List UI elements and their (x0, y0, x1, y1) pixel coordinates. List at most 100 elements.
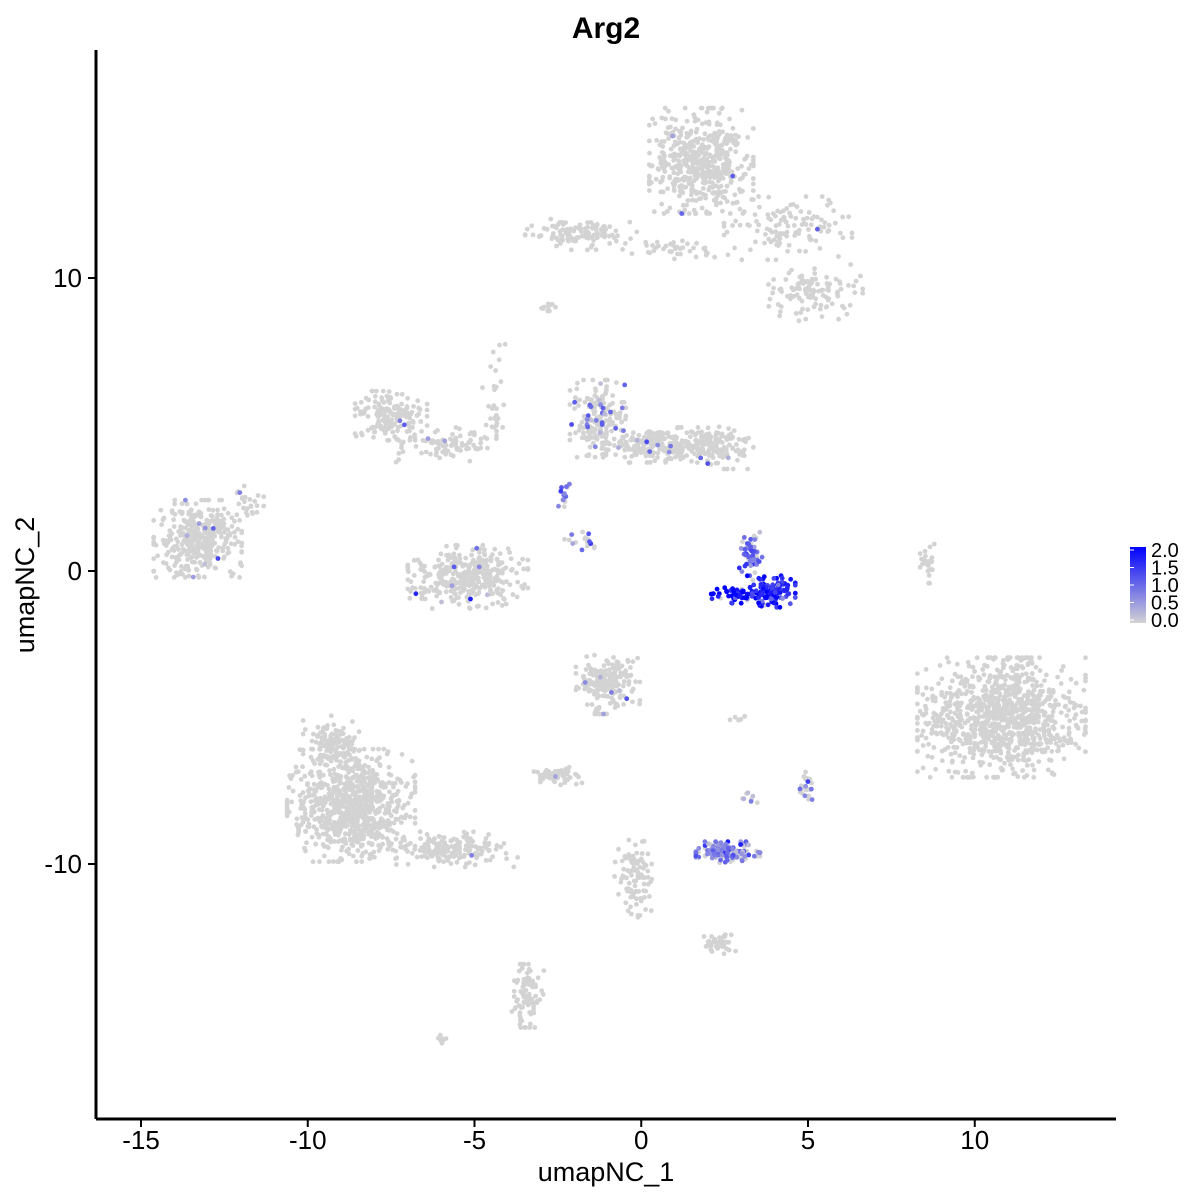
cell-point (557, 237, 563, 243)
cell-point (628, 665, 633, 670)
cell-point (592, 711, 598, 717)
cell-point (386, 389, 392, 394)
cell-point (667, 175, 673, 181)
cell-point (640, 839, 645, 844)
cell-point (339, 794, 345, 799)
cell-point (1002, 712, 1008, 718)
cell-point (177, 528, 183, 534)
cell-point (537, 233, 543, 239)
cell-point (802, 287, 808, 293)
cell-point (218, 518, 223, 524)
cell-point (367, 852, 373, 857)
cell-point (185, 522, 191, 528)
cell-point (350, 768, 356, 774)
cell-point (666, 108, 671, 114)
cell-point (1083, 655, 1088, 661)
cell-point (662, 169, 668, 174)
cell-point (391, 784, 396, 790)
cell-point (944, 655, 950, 661)
cell-point (596, 706, 602, 711)
cell-point (179, 509, 185, 515)
cell-point (412, 846, 418, 852)
cell-point (1068, 676, 1074, 682)
cell-point (603, 450, 609, 456)
cell-point (206, 507, 212, 512)
cell-point (724, 229, 730, 235)
cell-point (970, 674, 975, 680)
cell-point (388, 772, 394, 778)
cell-point (820, 287, 826, 293)
cell-point (377, 798, 382, 804)
cell-point (729, 178, 734, 184)
cell-point (777, 313, 782, 319)
cell-point (812, 266, 817, 272)
cell-point (189, 516, 195, 521)
cell-point (1015, 663, 1021, 669)
cell-point (376, 746, 381, 752)
cell-point (1037, 688, 1043, 694)
cell-point (774, 233, 780, 239)
cell-point (925, 753, 931, 759)
cell-point (752, 212, 758, 218)
cell-point (514, 570, 519, 576)
cell-point (634, 229, 640, 235)
cell-point (645, 249, 651, 255)
cell-point (158, 507, 164, 513)
cell-point (1046, 687, 1052, 693)
cell-point (378, 792, 384, 797)
cell-point (181, 538, 187, 544)
cell-point (693, 254, 699, 260)
cell-point (1007, 655, 1013, 661)
cell-point (541, 226, 547, 231)
cell-point (1034, 679, 1039, 685)
cell-point (925, 696, 930, 702)
cell-point (680, 125, 685, 131)
cell-point (730, 125, 736, 131)
cell-point (576, 774, 581, 780)
cell-point (1034, 697, 1040, 702)
cell-point (1014, 655, 1020, 661)
cell-point (671, 188, 677, 194)
cell-point (699, 121, 705, 127)
cell-point (604, 384, 609, 389)
cell-point (365, 405, 371, 410)
cell-point (306, 821, 312, 827)
cell-point (1018, 740, 1023, 746)
cell-point (763, 232, 768, 237)
cell-point (715, 940, 721, 945)
cell-point (787, 210, 792, 216)
cell-point (806, 210, 812, 215)
cell-point (820, 292, 826, 298)
cell-point (501, 596, 507, 602)
cell-point (1027, 716, 1033, 722)
cell-point (636, 875, 641, 881)
cell-point (497, 551, 503, 556)
cell-point (541, 968, 547, 973)
cell-point (720, 175, 726, 181)
cell-point (649, 861, 655, 867)
cell-point (1082, 732, 1087, 737)
cell-point (205, 564, 211, 570)
cell-point (475, 578, 481, 584)
cell-point (655, 166, 661, 172)
cell-point (998, 757, 1003, 763)
cell-point (155, 553, 161, 559)
cell-point (329, 809, 334, 815)
cell-point (720, 433, 725, 439)
cell-point (319, 807, 325, 813)
cell-point (419, 596, 425, 602)
cell-point (700, 142, 705, 148)
cell-point (646, 162, 652, 168)
cell-point (364, 754, 370, 760)
cell-point (609, 428, 614, 434)
cell-point (664, 209, 670, 214)
cell-point (1036, 741, 1041, 747)
cell-point (319, 781, 324, 786)
cell-point (733, 142, 739, 148)
cell-point (619, 858, 625, 864)
chart-title: Arg2 (572, 12, 640, 45)
cell-point (683, 157, 689, 162)
cell-point (440, 579, 446, 584)
cell-point (314, 827, 319, 832)
cell-point (424, 423, 430, 428)
